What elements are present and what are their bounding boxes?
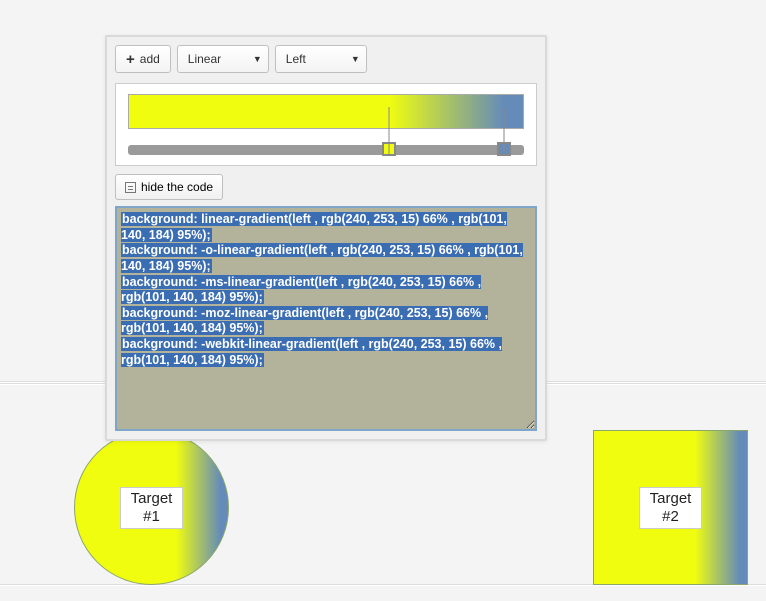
code-output-textarea[interactable]: background: linear-gradient(left , rgb(2… [115,206,537,431]
code-line: background: linear-gradient(left , rgb(2… [121,212,507,242]
toolbar: + add Linear ▼ Left ▼ [115,45,537,73]
target-label-text: #1 [143,508,160,525]
target-label-text: #2 [662,508,679,525]
gradient-stop-handle[interactable] [497,142,511,156]
target-1-circle: Target #1 [74,430,229,585]
chevron-down-icon: ▼ [253,54,262,64]
add-button-label: add [140,52,160,66]
toggle-code-label: hide the code [141,180,213,194]
gradient-stop-line [504,107,505,155]
target-1-label: Target #1 [120,487,184,529]
chevron-down-icon: ▼ [351,54,360,64]
gradient-stop-line [389,107,390,155]
gradient-type-select[interactable]: Linear ▼ [177,45,269,73]
toggle-code-button[interactable]: hide the code [115,174,223,200]
target-2-label: Target #2 [639,487,703,529]
gradient-direction-select[interactable]: Left ▼ [275,45,367,73]
gradient-preview-bar [128,94,524,129]
target-label-text: Target [131,490,173,507]
plus-icon: + [126,52,135,67]
gradient-direction-value: Left [286,52,306,66]
target-label-text: Target [650,490,692,507]
code-line: background: -webkit-linear-gradient(left… [121,337,502,367]
gradient-stop-handle[interactable] [382,142,396,156]
code-icon [125,182,136,193]
code-line: background: -ms-linear-gradient(left , r… [121,275,481,305]
add-button[interactable]: + add [115,45,171,73]
target-2-square: Target #2 [593,430,748,585]
gradient-editor-panel: + add Linear ▼ Left ▼ hide the code back… [105,35,547,441]
slider-rail [128,145,524,155]
gradient-stop-slider[interactable] [128,131,524,159]
code-line: background: -o-linear-gradient(left , rg… [121,243,523,273]
gradient-preview-box [115,83,537,166]
gradient-type-value: Linear [188,52,221,66]
code-line: background: -moz-linear-gradient(left , … [121,306,488,336]
